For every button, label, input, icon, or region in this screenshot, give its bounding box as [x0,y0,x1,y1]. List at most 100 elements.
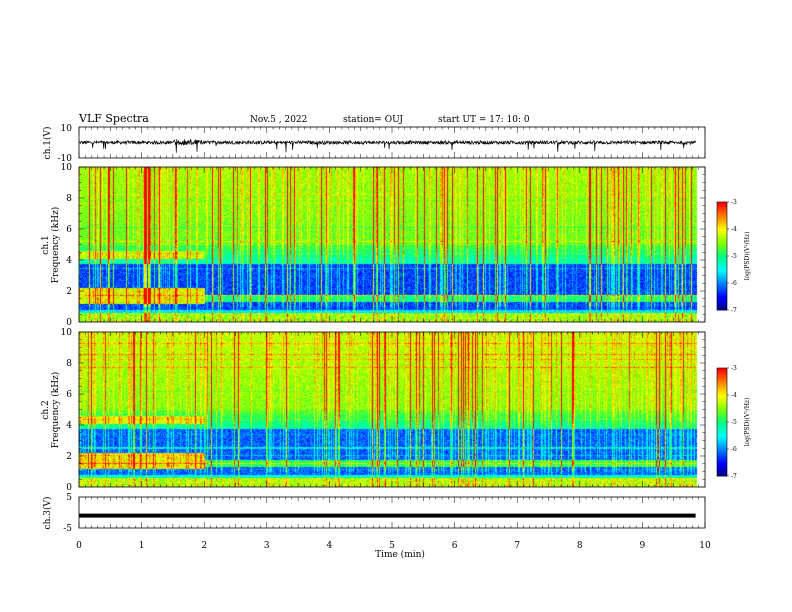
colorbar-swatch [717,409,727,412]
ch1-colorbar: -3 -4 -5 -6 -7 log(PSD)(V²/Hz) [716,199,751,314]
colorbar-swatch [717,450,727,453]
colorbar-swatch [717,230,727,233]
colorbar-swatch [717,308,727,311]
colorbar-tick-label: -4 [731,226,737,233]
colorbar-swatch [717,292,727,295]
ch2-spec-ylabel-line1: ch.2 [41,400,51,419]
colorbar-swatch [717,281,727,284]
colorbar-swatch [717,221,727,224]
time-axis-tick-label: 2 [201,541,207,551]
spectrogram-ytick-label: 4 [66,421,72,431]
ch1-spec-ylabel-line1: ch.1 [41,235,51,254]
colorbar-swatch [717,297,727,300]
colorbar-swatch [717,207,727,210]
colorbar-swatch [717,254,727,257]
spectrogram-ytick-label: 6 [66,390,72,400]
spectrogram-ytick-label: 2 [66,452,72,462]
colorbar-swatch [717,398,727,401]
colorbar-swatch [717,420,727,423]
colorbar-swatch [717,427,727,430]
colorbar-swatch [717,214,727,217]
colorbar-label: log(PSD)(V²/Hz) [744,398,751,447]
colorbar-swatch [717,247,727,250]
figure-title: VLF Spectra [78,112,149,125]
colorbar-swatch [717,306,727,309]
colorbar-tick-label: -6 [731,446,737,453]
colorbar-swatch [717,223,727,226]
colorbar-swatch [717,256,727,259]
colorbar-swatch [717,209,727,212]
date-label: Nov.5 , 2022 [250,115,307,125]
colorbar-tick-label: -7 [731,307,737,314]
colorbar-swatch [717,203,727,206]
colorbar-swatch [717,463,727,466]
colorbar-tick-label: -7 [731,473,737,480]
ch2-spec-ylabel-line2: Frequency (kHz) [50,372,61,449]
colorbar-swatch [717,458,727,461]
colorbar-swatch [717,445,727,448]
colorbar-swatch [717,438,727,441]
colorbar-swatch [717,434,727,437]
colorbar-swatch [717,243,727,246]
station-label: station= OUJ [343,115,403,125]
colorbar-swatch [717,216,727,219]
colorbar-swatch [717,265,727,268]
colorbar-swatch [717,284,727,287]
colorbar-swatch [717,211,727,214]
spectrogram-ytick-label: 6 [66,225,72,235]
colorbar-swatch [717,277,727,280]
colorbar-swatch [717,245,727,248]
colorbar-swatch [717,459,727,462]
colorbar-swatch [717,387,727,390]
colorbar-swatch [717,456,727,459]
spectrogram-ytick-label: 10 [61,163,73,173]
colorbar-swatch [717,447,727,450]
colorbar-swatch [717,234,727,237]
colorbar-tick-label: -6 [731,280,737,287]
colorbar-swatch [717,380,727,383]
colorbar-swatch [717,301,727,304]
time-axis-label: Time (min) [375,549,425,560]
time-axis-tick-label: 9 [640,541,646,551]
colorbar-swatch [717,212,727,215]
colorbar-tick-label: -4 [731,392,737,399]
ch1-wave-ylabel: ch.1(V) [42,127,53,160]
colorbar-swatch [717,423,727,426]
spectrogram-ytick-label: 8 [66,359,72,369]
time-axis-tick-label: 0 [76,541,82,551]
colorbar-swatch [717,257,727,260]
colorbar-swatch [717,382,727,385]
time-axis-tick-label: 6 [452,541,458,551]
colorbar-swatch [717,371,727,374]
colorbar-swatch [717,474,727,477]
colorbar-swatch [717,283,727,286]
colorbar-swatch [717,239,727,242]
colorbar-swatch [717,377,727,380]
colorbar-swatch [717,393,727,396]
colorbar-swatch [717,202,727,205]
time-axis-tick-label: 3 [264,541,270,551]
spectrogram-ytick-label: 2 [66,287,72,297]
colorbar-swatch [717,274,727,277]
colorbar-swatch [717,220,727,223]
time-axis-tick-label: 10 [699,541,711,551]
ch3-wave-ylabel: ch.3(V) [42,497,53,530]
colorbar-swatch [717,293,727,296]
colorbar-swatch [717,470,727,473]
colorbar-swatch [717,378,727,381]
time-axis-tick-label: 7 [514,541,520,551]
time-axis-tick-label: 5 [389,541,395,551]
colorbar-swatch [717,304,727,307]
colorbar-swatch [717,391,727,394]
spectrogram-ytick-label: 4 [66,256,72,266]
colorbar-swatch [717,375,727,378]
colorbar-swatch [717,452,727,455]
ch1-spec-ylabel-line2: Frequency (kHz) [50,207,61,284]
colorbar-swatch [717,229,727,232]
colorbar-swatch [717,400,727,403]
colorbar-swatch [717,432,727,435]
colorbar-swatch [717,302,727,305]
colorbar-swatch [717,227,727,230]
